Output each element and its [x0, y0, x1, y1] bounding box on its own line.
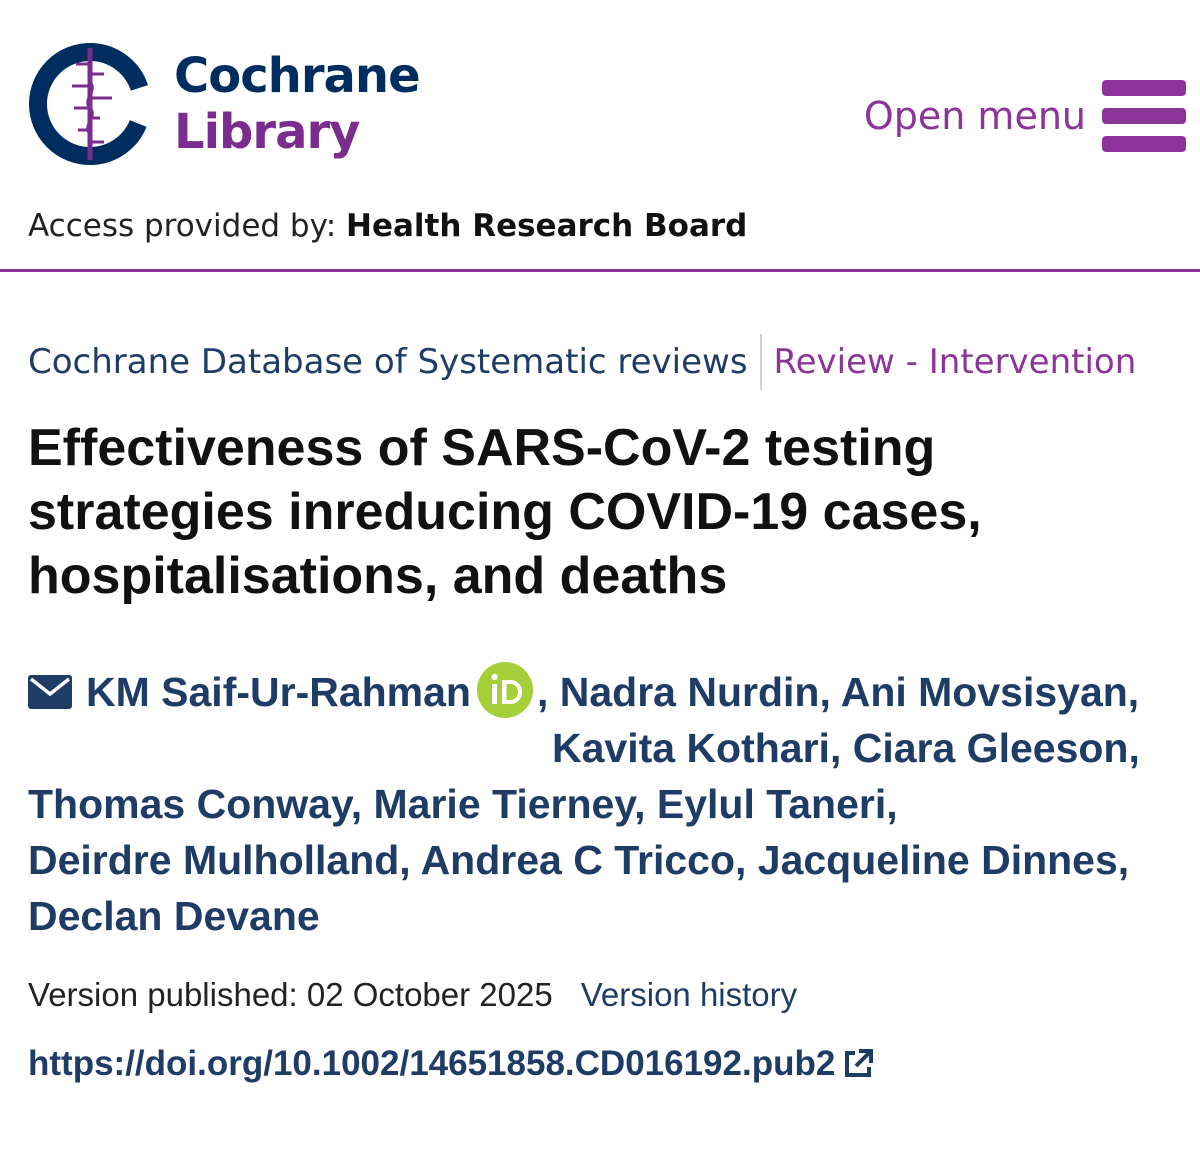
author-list-line4[interactable]: Deirdre Mulholland, Andrea C Tricco, Jac… — [28, 837, 1130, 883]
article-title: Effectiveness of SARS-CoV-2 testing stra… — [28, 419, 982, 605]
access-prefix: Access provided by: — [28, 208, 346, 244]
open-menu-button[interactable]: Open menu — [864, 80, 1186, 152]
cochrane-library-logo[interactable]: Cochrane Library — [28, 42, 421, 166]
breadcrumb: Cochrane Database of Systematic reviews … — [28, 334, 1136, 390]
author-list-line5[interactable]: Declan Devane — [28, 893, 320, 939]
access-org: Health Research Board — [346, 208, 748, 244]
hamburger-menu-icon — [1102, 80, 1186, 152]
open-menu-label: Open menu — [863, 94, 1086, 138]
logo-line1: Cochrane — [174, 48, 421, 104]
logo-line2: Library — [174, 104, 360, 160]
author-list-line3[interactable]: Thomas Conway, Marie Tierney, Eylul Tane… — [28, 781, 898, 827]
envelope-icon[interactable] — [28, 675, 72, 710]
header-divider — [0, 269, 1200, 272]
author-list-line1[interactable]: , Nadra Nurdin, Ani Movsisyan, — [536, 669, 1140, 715]
breadcrumb-separator — [759, 334, 762, 390]
logo-wordmark: Cochrane Library — [174, 48, 421, 160]
version-info: Version published: 02 October 2025 Versio… — [28, 976, 797, 1014]
breadcrumb-review-type-link[interactable]: Review - Intervention — [773, 342, 1137, 382]
author-list-line2[interactable]: Kavita Kothari, Ciara Gleeson, — [552, 725, 1140, 771]
orcid-icon[interactable] — [476, 662, 533, 719]
external-link-icon[interactable] — [841, 1047, 875, 1081]
author-list: KM Saif-Ur-Rahman , Nadra Nurdin, Ani Mo… — [28, 662, 1188, 944]
version-published: Version published: 02 October 2025 — [28, 976, 553, 1013]
site-header: Cochrane Library Open menu Access provid… — [0, 0, 1200, 272]
doi-link[interactable]: https://doi.org/10.1002/14651858.CD01619… — [28, 1044, 836, 1083]
doi-link-row: https://doi.org/10.1002/14651858.CD01619… — [28, 1044, 875, 1084]
author-link[interactable]: KM Saif-Ur-Rahman — [86, 669, 471, 715]
version-history-link[interactable]: Version history — [580, 976, 798, 1013]
access-provided-by: Access provided by: Health Research Boar… — [28, 208, 747, 244]
breadcrumb-database-link[interactable]: Cochrane Database of Systematic reviews — [28, 342, 748, 382]
cochrane-logo-icon — [29, 43, 151, 165]
